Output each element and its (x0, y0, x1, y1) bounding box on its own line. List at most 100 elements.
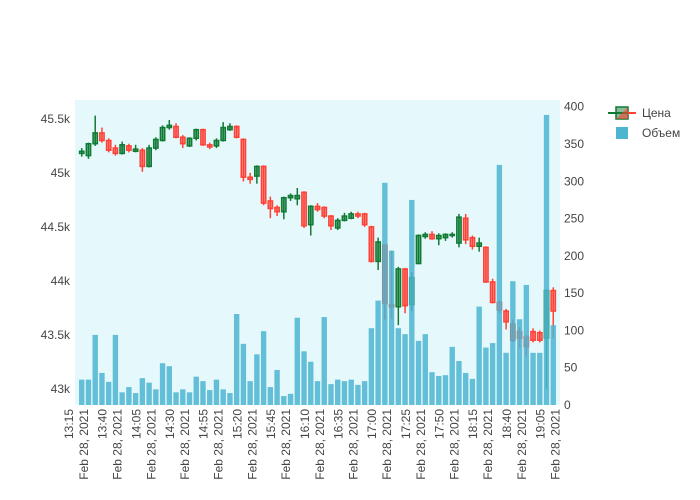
legend-icon (616, 107, 628, 119)
candle-body (173, 125, 179, 138)
volume-bar (119, 392, 125, 405)
candle-body (422, 233, 429, 238)
x-tick-label: 13:40Feb 28, 2021 (96, 409, 125, 480)
candle-body (99, 132, 105, 142)
candle-body (341, 215, 348, 222)
candle-body (355, 213, 361, 217)
candle-body (119, 144, 126, 155)
candle-body (348, 213, 355, 219)
y-tick-label: 45.5k (41, 112, 71, 126)
candle-body (132, 148, 139, 153)
y-tick-label: 45k (51, 166, 71, 180)
volume-bar (227, 393, 233, 405)
candle-body (429, 233, 435, 240)
legend-icon (616, 127, 628, 139)
volume-bar (321, 317, 327, 405)
candle-body (260, 165, 267, 204)
volume-bar (85, 379, 92, 405)
legend-label: Цена (642, 106, 671, 120)
volume-bar (503, 352, 509, 405)
candle-body (274, 206, 280, 213)
x-tick-label: 14:30Feb 28, 2021 (163, 409, 192, 480)
volume-bar (328, 384, 334, 405)
volume-bar (537, 352, 543, 405)
candle-body (314, 205, 321, 211)
y2-tick-label: 100 (564, 323, 584, 337)
volume-bar (220, 389, 226, 405)
candle-body (227, 125, 233, 131)
volume-bar (260, 331, 267, 405)
candle-body (456, 216, 462, 244)
volume-bar (550, 325, 556, 405)
candle-body (280, 196, 287, 213)
candle-body (92, 132, 99, 145)
volume-bar (112, 334, 119, 405)
x-tick-label: 15:45Feb 28, 2021 (264, 409, 293, 480)
candle-body (139, 149, 146, 168)
y2-tick-label: 300 (564, 174, 584, 188)
volume-bar (429, 372, 435, 405)
volume-bar (186, 392, 193, 405)
candle-body (253, 165, 260, 177)
volume-bar (105, 381, 112, 405)
candle-body (536, 331, 543, 341)
candle-body (213, 139, 220, 147)
x-tick-label: 17:50Feb 28, 2021 (432, 409, 461, 480)
volume-bar (382, 182, 388, 405)
candle-body (361, 213, 368, 226)
candle-body (469, 236, 476, 248)
volume-bar (254, 354, 260, 405)
candle-body (152, 138, 159, 149)
x-tick-label: 15:20Feb 28, 2021 (230, 409, 259, 480)
volume-bar (341, 381, 348, 405)
volume-bar (166, 366, 172, 405)
y2-tick-label: 250 (564, 212, 584, 226)
volume-bar (274, 369, 280, 405)
volume-bar (213, 379, 220, 405)
candle-body (186, 137, 193, 147)
candle-body (267, 200, 274, 210)
candle-body (503, 310, 510, 323)
volume-bar (294, 317, 300, 405)
volume-bar (449, 346, 455, 405)
y2-tick-label: 400 (564, 100, 584, 114)
candle-body (550, 289, 557, 312)
volume-bar (287, 393, 294, 405)
volume-bar (153, 389, 159, 405)
candle-body (105, 139, 112, 151)
candle-body (287, 194, 294, 199)
legend-label: Объем (642, 126, 680, 140)
volume-bar (335, 379, 341, 405)
volume-bar (483, 347, 489, 405)
candle-body (206, 144, 213, 148)
y2-tick-label: 0 (564, 398, 571, 412)
volume-bar (422, 334, 428, 405)
y2-tick-label: 150 (564, 286, 584, 300)
candle-body (476, 242, 483, 248)
x-tick-label: 18:15Feb 28, 2021 (466, 409, 495, 480)
candle-body (375, 241, 382, 263)
x-tick-label: 17:25Feb 28, 2021 (399, 409, 428, 480)
volume-bar (200, 381, 206, 405)
candle-body (146, 147, 153, 168)
volume-bar (79, 379, 85, 405)
candle-body (85, 142, 92, 157)
y-tick-label: 43.5k (41, 328, 71, 342)
volume-bar (375, 300, 381, 405)
volume-bar (173, 392, 179, 405)
candle-body (166, 124, 173, 129)
volume-bar (193, 376, 199, 405)
candle-body (462, 217, 469, 241)
candle-body (247, 176, 254, 181)
volume-bar (368, 328, 375, 405)
volume-bar (355, 384, 361, 405)
volume-bar (92, 334, 98, 405)
candle-body (301, 191, 307, 227)
candle-body (395, 268, 402, 308)
volume-bar (308, 361, 314, 405)
candle-body (159, 126, 166, 142)
candle-body (220, 126, 227, 142)
candle-body (449, 233, 456, 237)
y-tick-label: 43k (51, 382, 71, 396)
volume-bar (99, 372, 105, 405)
